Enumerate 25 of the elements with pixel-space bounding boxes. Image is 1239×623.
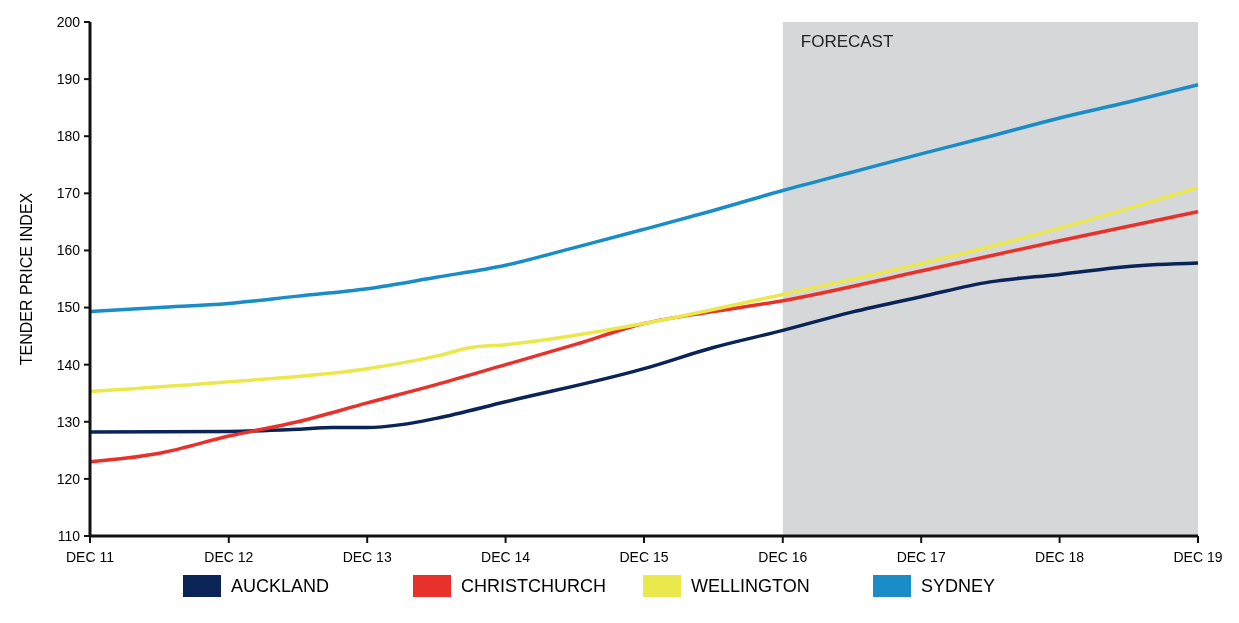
x-tick-label: DEC 16 [758, 549, 808, 565]
x-tick-label: DEC 15 [619, 549, 669, 565]
legend-label: WELLINGTON [691, 576, 810, 597]
y-tick-label: 160 [56, 242, 81, 259]
x-tick-label: DEC 13 [342, 549, 392, 565]
x-tick-label: DEC 11 [66, 549, 115, 565]
y-tick-label: 110 [57, 527, 81, 544]
y-tick-label: 130 [56, 413, 81, 430]
legend-label: SYDNEY [921, 576, 996, 597]
x-tick-label: DEC 14 [481, 549, 531, 565]
y-tick-label: 190 [56, 71, 81, 88]
band-label: FORECAST [800, 32, 894, 51]
y-tick-label: 180 [56, 128, 81, 145]
y-tick-label: 120 [56, 470, 81, 487]
legend-label: CHRISTCHURCH [461, 576, 606, 597]
y-tick-label: 140 [56, 356, 81, 373]
x-tick-label: DEC 12 [204, 549, 254, 565]
y-axis-title: TENDER PRICE INDEX [18, 192, 35, 366]
x-tick-label: DEC 18 [1035, 549, 1085, 565]
y-tick-label: 150 [56, 299, 81, 316]
x-tick-label: DEC 19 [1173, 549, 1223, 565]
x-tick-label: DEC 17 [896, 549, 946, 565]
y-tick-label: 200 [56, 13, 81, 30]
y-tick-label: 170 [56, 185, 81, 202]
legend-label: AUCKLAND [231, 576, 330, 597]
